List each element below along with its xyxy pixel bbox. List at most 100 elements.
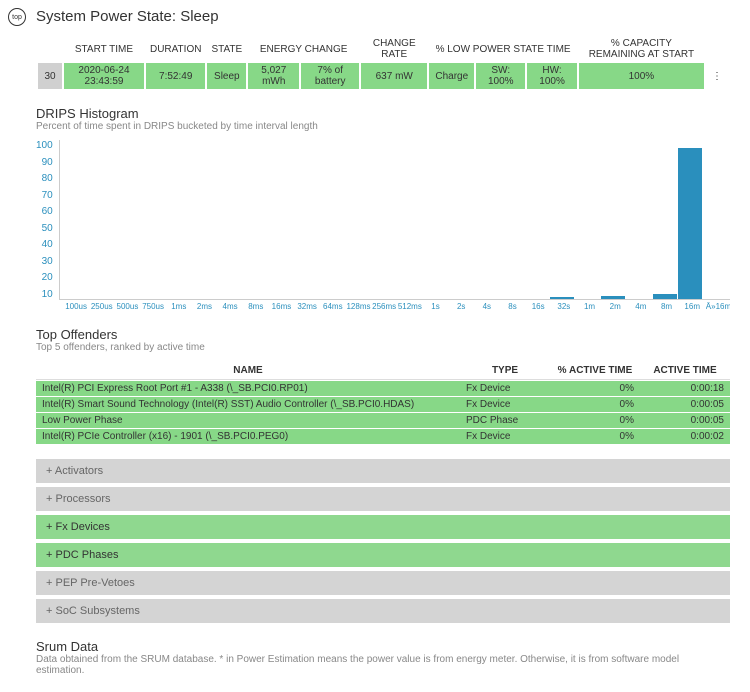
x-tick: 16s	[526, 302, 550, 311]
offender-cell: Intel(R) Smart Sound Technology (Intel(R…	[36, 397, 460, 412]
y-tick: 70	[42, 190, 53, 201]
accordion-item[interactable]: + Activators	[36, 459, 730, 483]
x-tick: 8s	[500, 302, 524, 311]
x-tick: 16m	[680, 302, 704, 311]
offender-cell: Fx Device	[460, 397, 550, 412]
x-tick: 32ms	[295, 302, 319, 311]
page-title: System Power State: Sleep	[36, 8, 730, 25]
offender-col-header: ACTIVE TIME	[640, 362, 730, 380]
accordion-item[interactable]: + Fx Devices	[36, 515, 730, 539]
x-tick: 8m	[654, 302, 678, 311]
offender-cell: 0%	[550, 429, 640, 444]
offenders-title: Top Offenders	[36, 327, 730, 342]
x-tick: 2s	[449, 302, 473, 311]
state-row-index: 30	[38, 63, 62, 89]
x-tick: 100us	[64, 302, 88, 311]
drips-chart: 100 90 80 70 60 50 40 30 20 10	[36, 140, 730, 300]
drips-subtitle: Percent of time spent in DRIPS bucketed …	[36, 121, 730, 132]
offenders-subtitle: Top 5 offenders, ranked by active time	[36, 342, 730, 353]
offender-cell: Intel(R) PCIe Controller (x16) - 1901 (\…	[36, 429, 460, 444]
srum-title: Srum Data	[36, 639, 730, 654]
state-cell: HW: 100%	[527, 63, 576, 89]
offender-cell: 0:00:18	[640, 381, 730, 396]
offender-cell: 0%	[550, 413, 640, 428]
y-tick: 90	[42, 157, 53, 168]
x-tick: 2m	[603, 302, 627, 311]
x-tick: 128ms	[346, 302, 370, 311]
x-tick: 4ms	[218, 302, 242, 311]
x-tick: 500us	[115, 302, 139, 311]
x-tick: 4m	[629, 302, 653, 311]
y-tick: 50	[42, 223, 53, 234]
offenders-table: NAMETYPE% ACTIVE TIMEACTIVE TIME Intel(R…	[36, 361, 730, 445]
x-tick: 1ms	[167, 302, 191, 311]
drips-title: DRIPS Histogram	[36, 106, 730, 121]
x-tick: Â»16m	[706, 302, 730, 311]
offender-col-header: % ACTIVE TIME	[550, 362, 640, 380]
y-tick: 80	[42, 173, 53, 184]
accordion-item[interactable]: + SoC Subsystems	[36, 599, 730, 623]
offender-cell: 0%	[550, 381, 640, 396]
state-col-header: % LOW POWER STATE TIME	[429, 36, 576, 62]
offender-cell: 0%	[550, 397, 640, 412]
x-tick: 1s	[423, 302, 447, 311]
top-icon[interactable]: top	[8, 8, 26, 26]
x-tick: 512ms	[398, 302, 422, 311]
x-tick: 2ms	[192, 302, 216, 311]
x-tick: 256ms	[372, 302, 396, 311]
accordion-item[interactable]: + PEP Pre-Vetoes	[36, 571, 730, 595]
state-cell: 637 mW	[361, 63, 427, 89]
y-tick: 10	[42, 289, 53, 300]
y-tick: 60	[42, 206, 53, 217]
accordion-list: + Activators + Processors + Fx Devices + PD…	[36, 459, 730, 623]
chart-bar	[678, 148, 702, 299]
x-tick: 16ms	[269, 302, 293, 311]
state-cell: 100%	[579, 63, 704, 89]
state-cell: 7% of battery	[301, 63, 359, 89]
state-col-header: START TIME	[64, 36, 144, 62]
more-icon[interactable]: ⋮	[706, 63, 728, 89]
offender-cell: Intel(R) PCI Express Root Port #1 - A338…	[36, 381, 460, 396]
x-tick: 32s	[552, 302, 576, 311]
offender-cell: Low Power Phase	[36, 413, 460, 428]
chart-bar	[601, 296, 625, 299]
y-tick: 100	[36, 140, 53, 151]
offender-cell: Fx Device	[460, 381, 550, 396]
table-row: Intel(R) Smart Sound Technology (Intel(R…	[36, 397, 730, 412]
x-tick: 4s	[475, 302, 499, 311]
offender-cell: 0:00:05	[640, 397, 730, 412]
state-cell: Sleep	[207, 63, 246, 89]
chart-bar	[653, 294, 677, 299]
state-col-header: CHANGE RATE	[361, 36, 427, 62]
accordion-item[interactable]: + PDC Phases	[36, 543, 730, 567]
state-col-header: DURATION	[146, 36, 205, 62]
x-tick: 750us	[141, 302, 165, 311]
offender-cell: Fx Device	[460, 429, 550, 444]
y-tick: 40	[42, 239, 53, 250]
y-tick: 20	[42, 272, 53, 283]
state-cell: SW: 100%	[476, 63, 525, 89]
state-cell: 7:52:49	[146, 63, 205, 89]
chart-bar	[550, 297, 574, 299]
x-tick: 8ms	[244, 302, 268, 311]
state-cell: 5,027 mWh	[248, 63, 299, 89]
state-col-header: ENERGY CHANGE	[248, 36, 359, 62]
y-tick: 30	[42, 256, 53, 267]
table-row: Low Power PhasePDC Phase0%0:00:05	[36, 413, 730, 428]
state-col-header: STATE	[207, 36, 246, 62]
accordion-item[interactable]: + Processors	[36, 487, 730, 511]
offender-col-header: TYPE	[460, 362, 550, 380]
state-summary-table: START TIMEDURATIONSTATEENERGY CHANGECHAN…	[36, 35, 730, 90]
state-cell: Charge	[429, 63, 474, 89]
offender-cell: 0:00:05	[640, 413, 730, 428]
table-row: Intel(R) PCIe Controller (x16) - 1901 (\…	[36, 429, 730, 444]
offender-cell: 0:00:02	[640, 429, 730, 444]
srum-subtitle: Data obtained from the SRUM database. * …	[36, 654, 730, 676]
offender-cell: PDC Phase	[460, 413, 550, 428]
state-cell: 2020-06-24 23:43:59	[64, 63, 144, 89]
x-tick: 1m	[577, 302, 601, 311]
table-row: Intel(R) PCI Express Root Port #1 - A338…	[36, 381, 730, 396]
offender-col-header: NAME	[36, 362, 460, 380]
state-col-header: % CAPACITY REMAINING AT START	[579, 36, 704, 62]
x-tick: 250us	[90, 302, 114, 311]
